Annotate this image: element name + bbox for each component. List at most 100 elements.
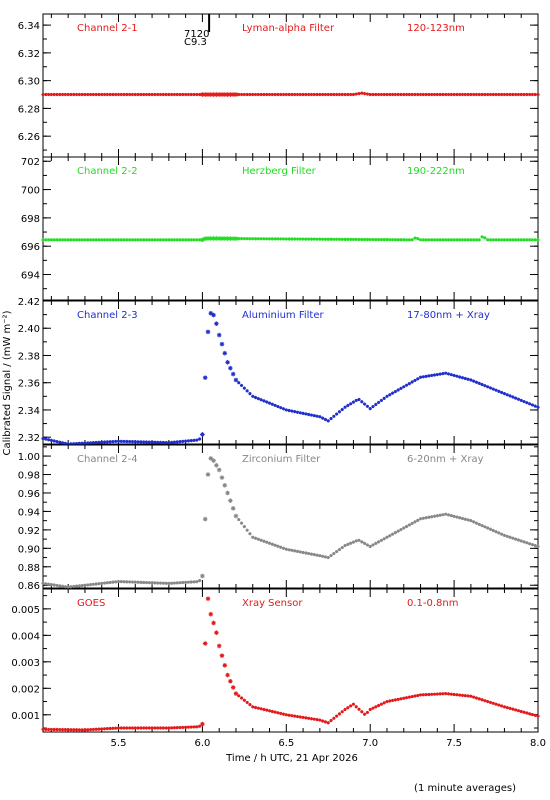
data-point [357,91,361,96]
y-tick-label: 6.30 [18,77,40,88]
data-point [153,726,157,730]
data-point [486,385,490,389]
data-point [533,543,537,548]
data-point [321,92,325,97]
data-point [337,547,342,552]
data-point [502,533,507,538]
data-point [472,379,476,383]
data-point [198,579,202,583]
data-point [136,238,140,242]
data-point [519,539,523,543]
y-tick-label: 1.00 [18,452,40,463]
data-point [287,548,291,552]
data-point [329,237,333,241]
data-point [72,238,76,242]
data-point [402,238,406,242]
data-point [365,543,370,547]
data-point [309,717,314,721]
data-point [44,238,48,242]
data-point [63,92,67,97]
data-point [186,238,191,242]
data-point [52,92,56,97]
data-point [211,312,216,318]
data-point [466,238,470,242]
data-point [488,238,493,242]
data-point [307,551,311,556]
data-point [301,92,305,97]
data-point [525,711,529,715]
data-point [340,92,344,97]
data-point [424,693,428,697]
data-point [424,92,428,97]
data-point [125,726,129,730]
data-point [393,92,397,97]
data-point [525,92,529,97]
data-point [480,382,484,387]
data-point [516,238,521,242]
data-point [349,237,353,242]
data-point [164,238,168,242]
data-point [480,235,484,239]
data-point [133,238,137,242]
data-point [72,584,76,589]
panel-frame [42,588,539,733]
data-point [390,698,395,703]
data-point [91,238,95,242]
data-point [100,727,104,731]
data-point [144,440,149,444]
data-point [251,92,255,97]
data-point [69,442,73,446]
data-point [413,236,417,240]
data-point [46,92,51,97]
data-point [55,92,59,97]
data-point [290,409,294,413]
data-point [480,523,484,528]
data-point [208,92,214,97]
data-point [360,400,364,404]
data-point [228,92,233,97]
data-point [357,397,361,402]
data-point [225,359,230,365]
data-point [114,726,118,730]
data-point [253,92,258,97]
data-point [351,702,356,706]
data-point [97,727,101,731]
data-point [494,530,498,534]
data-point [58,727,62,732]
data-point [363,541,367,546]
data-point [416,92,420,97]
data-point [432,373,437,377]
data-point [116,92,121,97]
data-point [326,419,330,423]
data-point [460,516,465,521]
data-point [343,237,347,241]
data-point [379,538,383,542]
data-point [91,582,95,586]
data-point [382,701,386,705]
y-tick-label: 702 [21,157,40,168]
data-point [497,389,501,393]
flare-label-number: 7120 [184,29,209,40]
data-point [363,402,367,406]
data-point [200,237,205,243]
data-point [332,716,336,720]
data-point [335,92,339,97]
data-point [385,535,389,539]
channel-label: Channel 2-3 [77,310,138,321]
data-point [402,696,406,700]
data-point [530,92,535,97]
data-point [44,92,48,97]
data-point [477,697,481,701]
data-point [119,439,123,443]
data-point [304,551,308,555]
data-point [216,236,222,241]
data-point [287,92,291,97]
data-point [108,440,112,444]
data-point [228,236,233,241]
data-point [74,441,79,446]
data-point [125,92,129,97]
band-label: 17-80nm + Xray [407,310,490,321]
data-point [508,238,512,242]
panel-3: 2.32 2.34 2.36 2.38 2.40 2.42 Channel 2-3 Alumi… [18,297,540,446]
data-point [404,696,409,700]
